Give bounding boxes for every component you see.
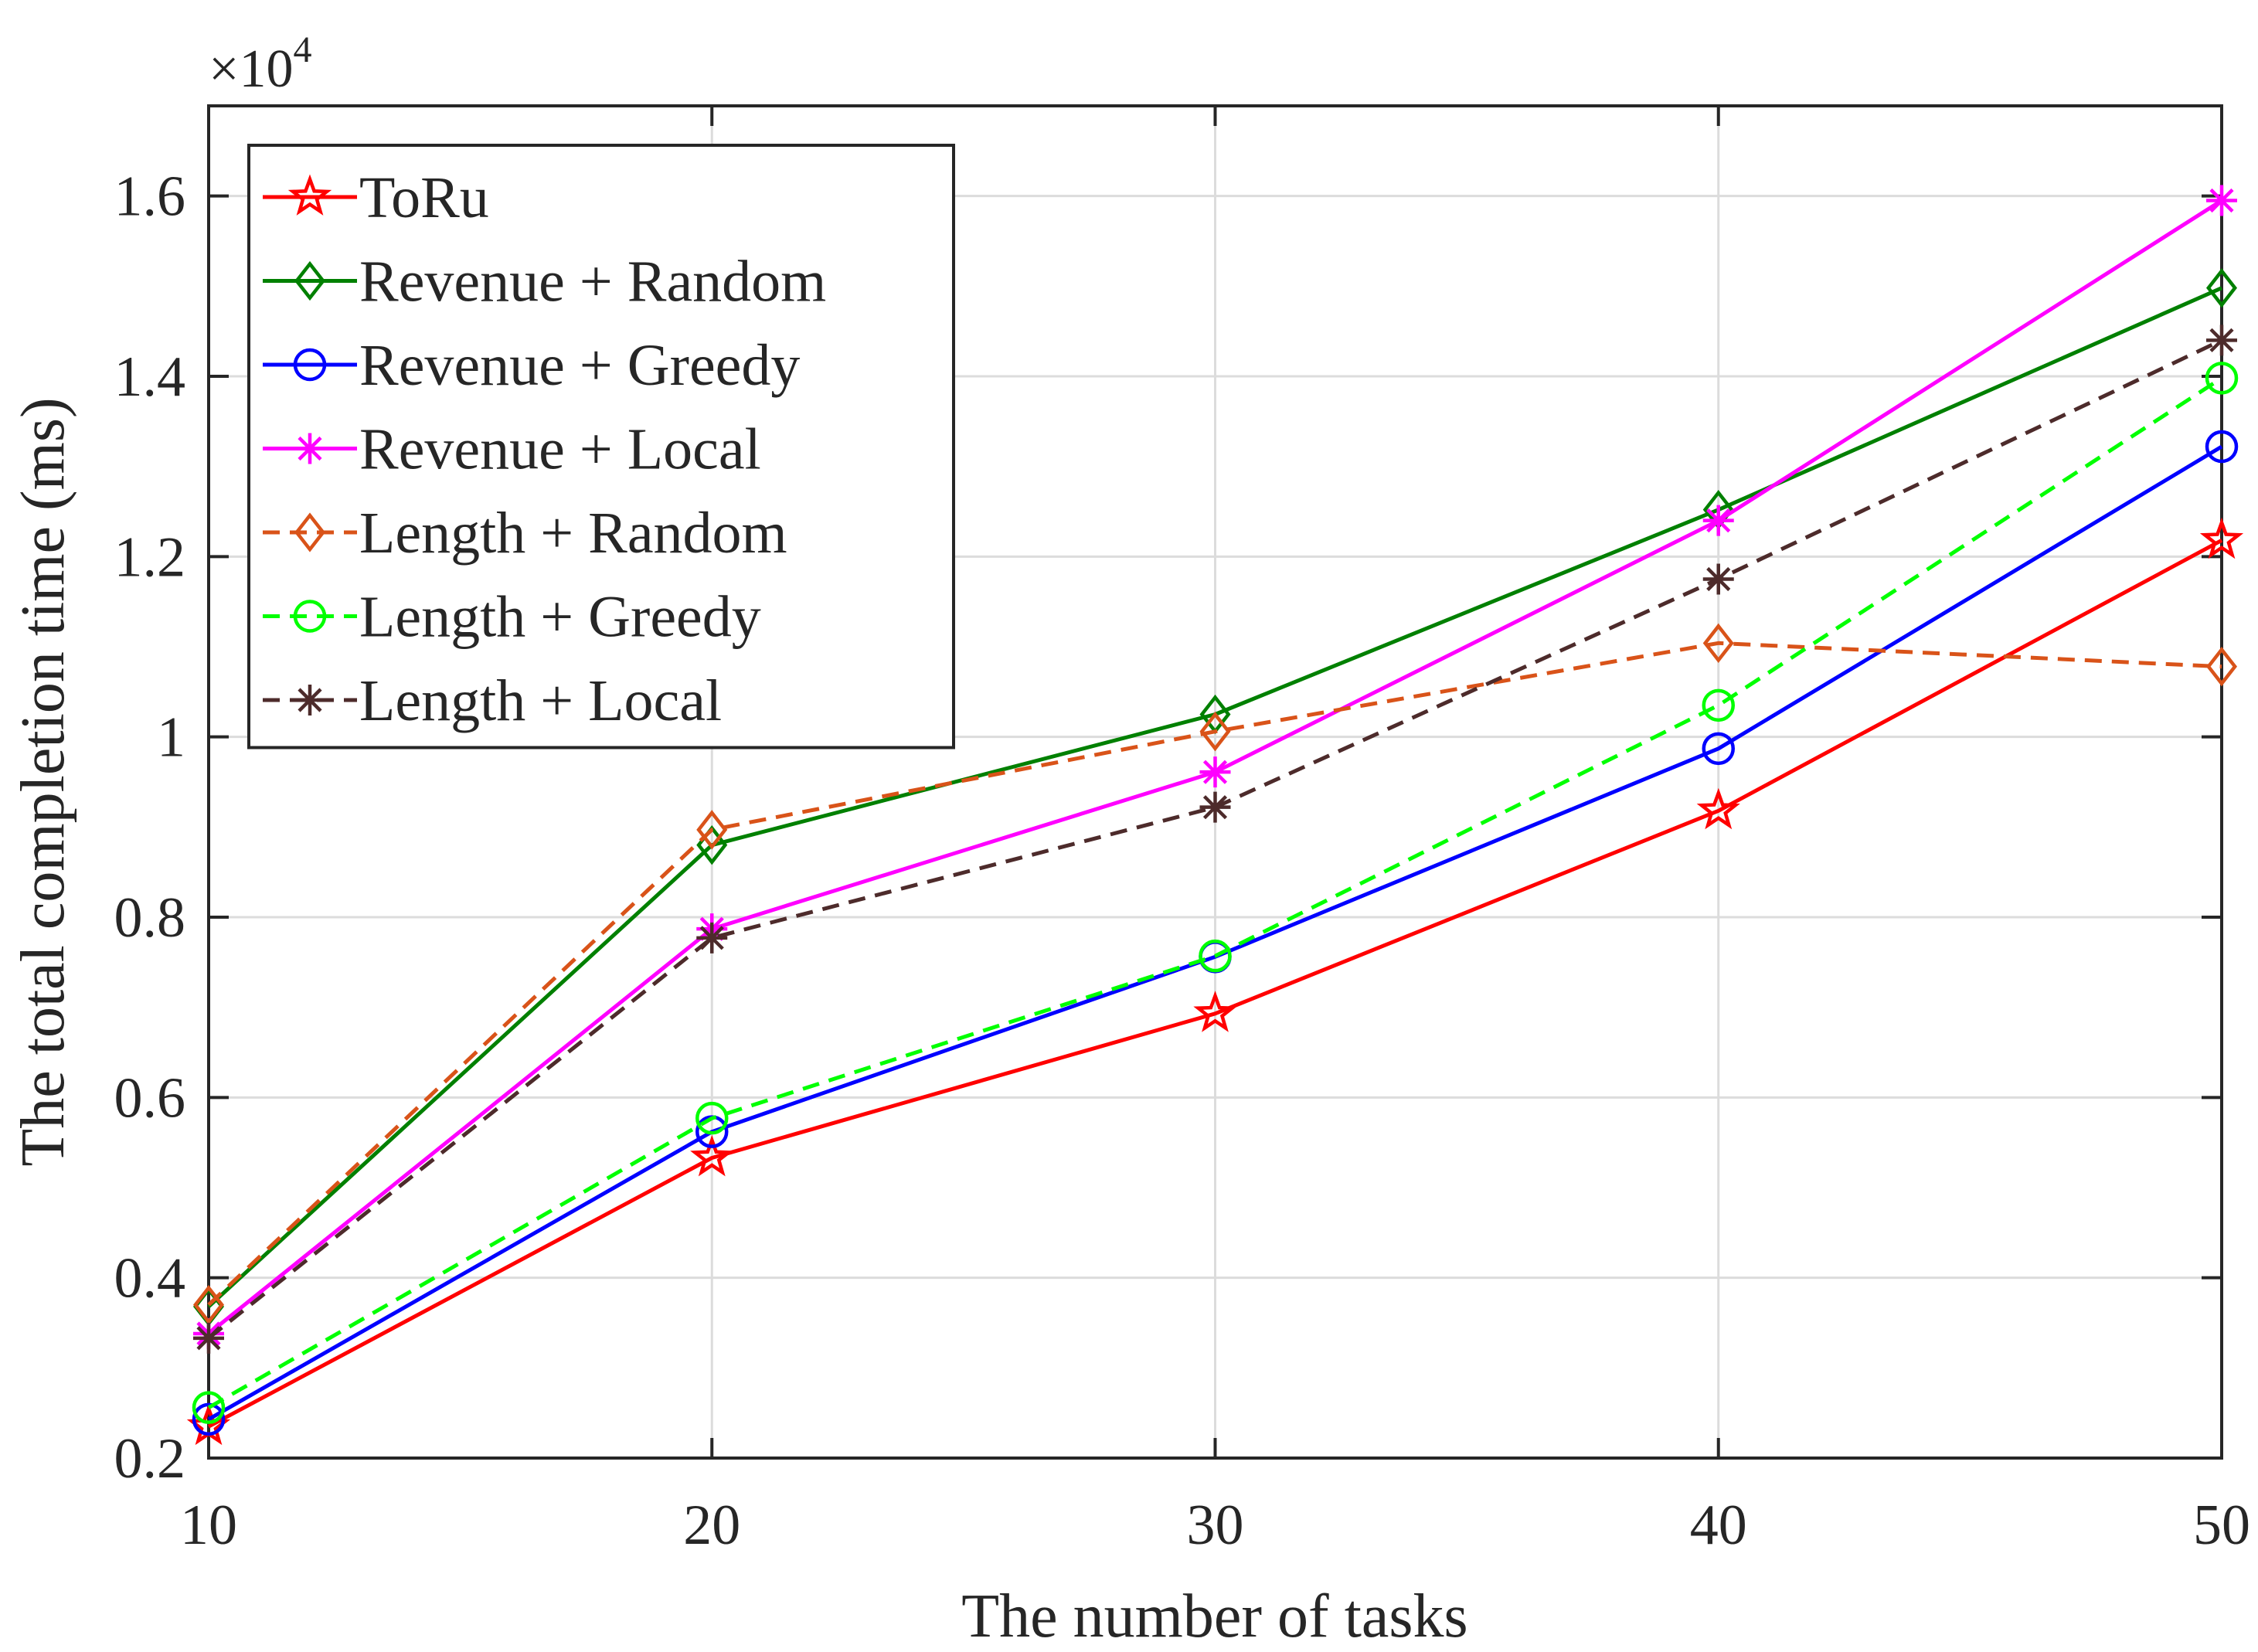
point-length-local-40 (1702, 563, 1734, 595)
point-length-greedy-30 (1199, 939, 1232, 973)
point-revenue-greedy-40 (1702, 732, 1735, 766)
point-length-local-30 (1199, 791, 1231, 823)
axis-ticks: 10 20 30 40 50 0.2 0.4 0.6 0.8 1 1.2 1.4 1.6 (114, 106, 2250, 1557)
point-revenue-local-30 (1199, 756, 1231, 788)
legend-marker-toru (287, 174, 332, 216)
y-tick-label-3: 0.8 (114, 886, 186, 950)
legend-label-revenue-local: Revenue + Local (359, 417, 761, 482)
series-line-length-greedy (207, 376, 2223, 1409)
legend-label-length-greedy: Length + Greedy (359, 585, 761, 650)
legend-entry-length-random: Length + Random (263, 501, 787, 566)
legend-label-revenue-random: Revenue + Random (359, 250, 826, 314)
y-tick-label-0: 0.2 (114, 1427, 186, 1491)
point-length-greedy-50 (2205, 362, 2239, 395)
series-length-random (192, 623, 2238, 1325)
x-tick-label-10: 10 (180, 1494, 237, 1557)
legend-entry-revenue-random: Revenue + Random (263, 250, 826, 314)
point-length-greedy-10 (192, 1391, 226, 1424)
legend-entry-revenue-local: Revenue + Local (263, 417, 761, 482)
x-tick-label-30: 30 (1187, 1494, 1244, 1557)
y-tick-label-5: 1.2 (114, 525, 186, 589)
legend-entry-length-local: Length + Local (263, 668, 722, 733)
point-revenue-local-50 (2206, 185, 2237, 216)
y-tick-label-4: 1 (157, 706, 185, 770)
series-line-toru (207, 539, 2223, 1429)
point-length-random-10 (192, 1285, 225, 1325)
point-length-random-30 (1199, 712, 1231, 752)
x-tick-label-50: 50 (2193, 1494, 2250, 1557)
legend: ToRu Revenue + Random Revenue + Greedy Reve… (247, 144, 955, 750)
series-length-local (193, 325, 2237, 1354)
x-tick-label-20: 20 (683, 1494, 740, 1557)
y-axis-label: The total completion time (ms) (9, 397, 77, 1166)
series-line-length-random (207, 641, 2222, 1307)
point-toru-40 (1696, 787, 1740, 830)
point-length-local-20 (696, 922, 728, 953)
point-length-greedy-40 (1702, 688, 1735, 722)
legend-label-toru: ToRu (359, 165, 489, 230)
exponent-label: ×104 (209, 29, 311, 99)
point-length-random-40 (1702, 623, 1734, 663)
point-length-greedy-20 (695, 1101, 729, 1135)
y-tick-label-7: 1.6 (114, 165, 186, 229)
point-toru-50 (2199, 517, 2244, 559)
legend-label-length-random: Length + Random (359, 501, 787, 566)
series-length-greedy (192, 362, 2239, 1424)
series-line-length-local (207, 338, 2223, 1340)
legend-entry-toru: ToRu (263, 165, 489, 230)
point-revenue-local-40 (1702, 505, 1734, 536)
point-toru-30 (1193, 991, 1237, 1032)
legend-marker-revenue-random (294, 260, 326, 301)
point-length-local-10 (193, 1322, 224, 1354)
point-length-random-20 (696, 810, 728, 850)
series-layer (186, 185, 2244, 1446)
legend-marker-revenue-local (294, 433, 325, 464)
point-revenue-greedy-10 (192, 1402, 226, 1436)
legend-marker-length-greedy (293, 600, 327, 633)
point-revenue-random-50 (2205, 268, 2238, 308)
legend-entry-revenue-greedy: Revenue + Greedy (263, 333, 800, 398)
point-toru-20 (690, 1134, 734, 1177)
point-length-random-50 (2205, 647, 2238, 687)
legend-label-revenue-greedy: Revenue + Greedy (359, 333, 800, 398)
legend-marker-length-local (294, 685, 325, 716)
point-length-local-50 (2206, 325, 2237, 356)
x-tick-label-40: 40 (1690, 1494, 1747, 1557)
legend-box (247, 144, 955, 750)
exponent-base: ×10 (209, 39, 293, 99)
legend-marker-length-random (294, 512, 326, 552)
legend-entry-length-greedy: Length + Greedy (263, 585, 761, 650)
y-tick-label-6: 1.4 (114, 345, 186, 409)
y-tick-label-2: 0.6 (114, 1066, 186, 1130)
exponent-power: 4 (293, 29, 311, 70)
point-revenue-greedy-50 (2205, 430, 2239, 464)
x-axis-label: The number of tasks (961, 1582, 1467, 1650)
legend-marker-revenue-greedy (293, 348, 327, 382)
axis-labels: The number of tasks The total completion… (9, 29, 1468, 1650)
y-tick-label-1: 0.4 (114, 1247, 186, 1310)
legend-label-length-local: Length + Local (359, 668, 722, 733)
